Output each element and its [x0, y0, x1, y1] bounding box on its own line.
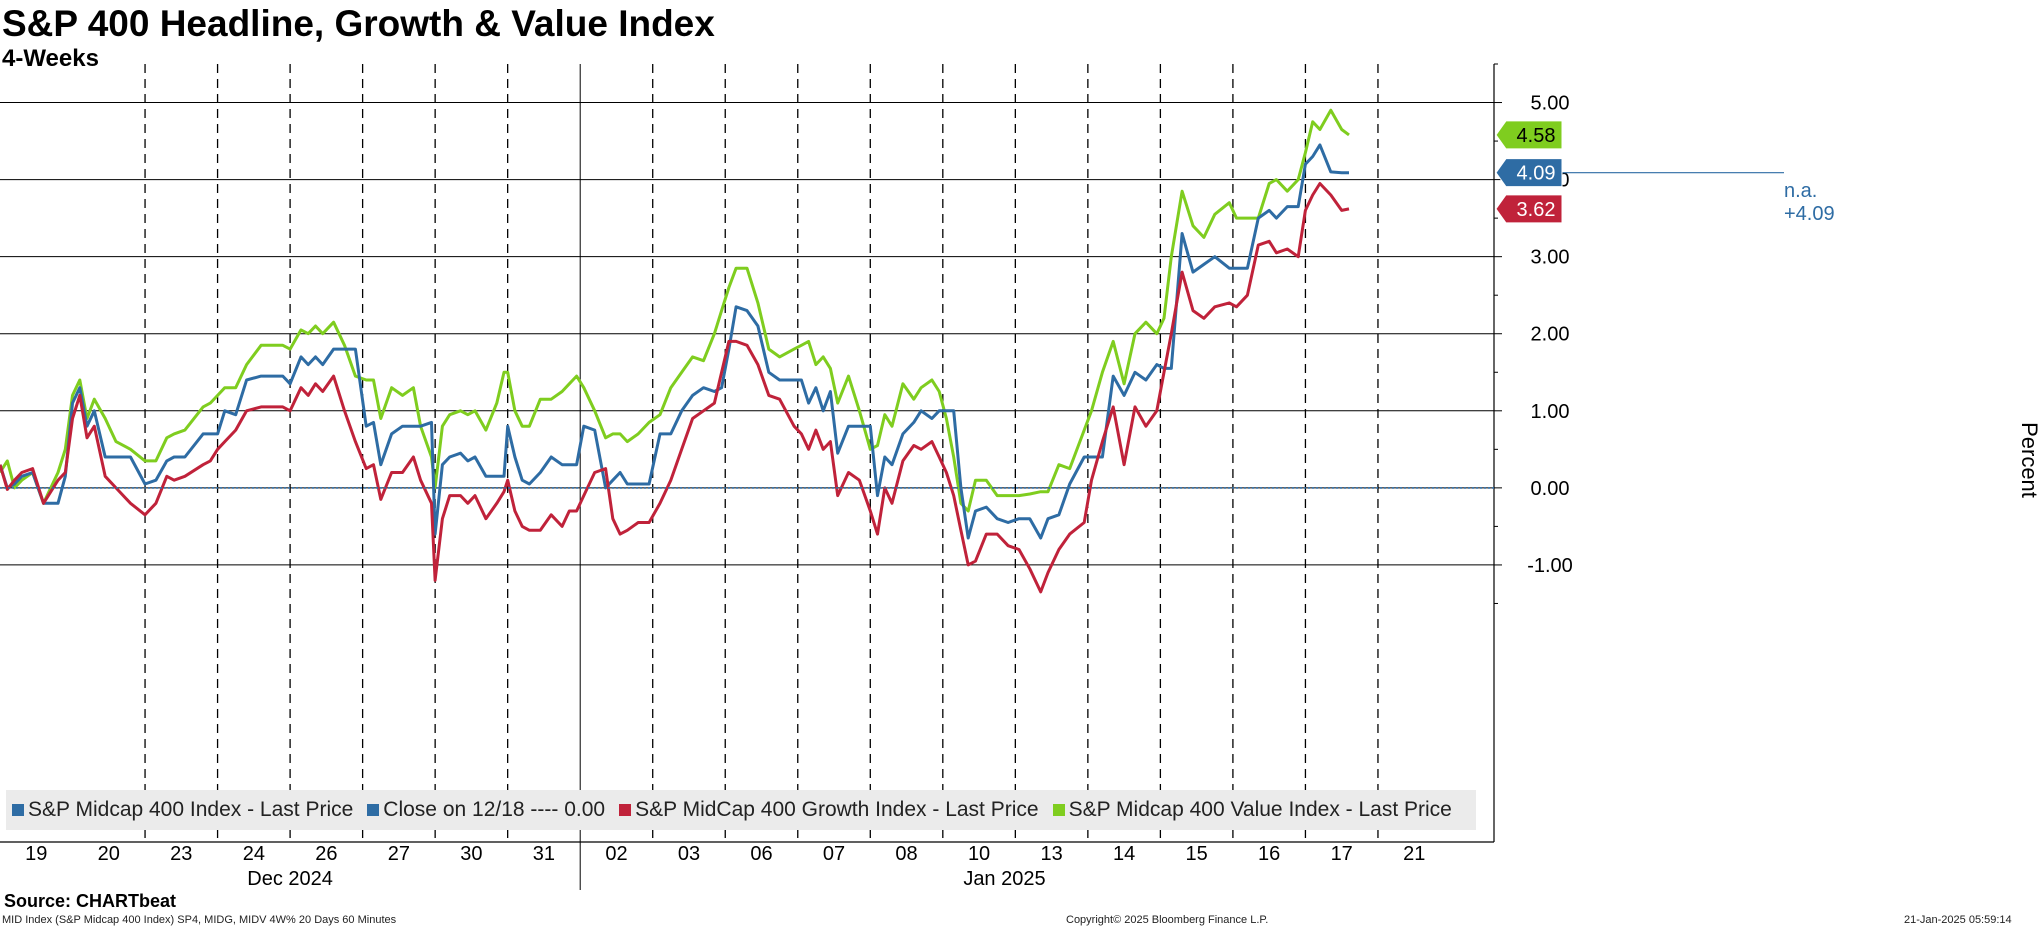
y-tick-label: 3.00 — [1531, 247, 1570, 269]
legend-swatch-close — [367, 804, 380, 816]
legend-item-growth[interactable]: S&P MidCap 400 Growth Index - Last Price — [619, 798, 1039, 822]
legend-label-headline: S&P Midcap 400 Index - Last Price — [28, 798, 354, 821]
x-tick-label: 02 — [605, 843, 627, 865]
annotation-value: +4.09 — [1784, 203, 1835, 225]
x-tick-label: 13 — [1040, 843, 1062, 865]
series-line-growth — [0, 182, 1350, 594]
footer-copyright: Copyright© 2025 Bloomberg Finance L.P. — [1066, 914, 1269, 926]
legend-item-headline[interactable]: S&P Midcap 400 Index - Last Price — [12, 798, 353, 822]
y-tick-label: -1.00 — [1527, 555, 1573, 577]
x-tick-label: 24 — [243, 843, 265, 865]
legend-item-value[interactable]: S&P Midcap 400 Value Index - Last Price — [1052, 798, 1452, 822]
last-value-tag-label: 4.09 — [1517, 163, 1556, 185]
x-tick-label: 17 — [1331, 843, 1353, 865]
y-tick-label: 0.00 — [1531, 478, 1570, 500]
legend-swatch-growth — [619, 804, 632, 816]
legend: S&P Midcap 400 Index - Last Price Close … — [6, 790, 1476, 830]
series-line-value — [0, 108, 1350, 513]
x-tick-label: 26 — [315, 843, 337, 865]
footer-timestamp: 21-Jan-2025 05:59:14 — [1904, 914, 2012, 926]
chart-title: S&P 400 Headline, Growth & Value Index — [2, 3, 715, 44]
last-value-tag-label: 4.58 — [1517, 125, 1556, 147]
x-tick-label: 15 — [1186, 843, 1208, 865]
x-tick-label: 19 — [25, 843, 47, 865]
y-tick-label: 2.00 — [1531, 324, 1570, 346]
x-tick-label: 08 — [895, 843, 917, 865]
x-tick-label: 31 — [533, 843, 555, 865]
x-tick-label: 10 — [968, 843, 990, 865]
y-tick-label: 5.00 — [1531, 93, 1570, 115]
x-tick-label: 16 — [1258, 843, 1280, 865]
legend-label-value: S&P Midcap 400 Value Index - Last Price — [1068, 798, 1452, 821]
legend-item-close[interactable]: Close on 12/18 ---- 0.00 — [367, 798, 605, 822]
x-tick-label: 07 — [823, 843, 845, 865]
last-value-tag-label: 3.62 — [1517, 199, 1556, 221]
x-tick-label: 23 — [170, 843, 192, 865]
last-value-tag — [1495, 194, 1563, 224]
x-month-label: Jan 2025 — [963, 868, 1045, 890]
x-tick-label: 06 — [750, 843, 772, 865]
series-line-headline — [0, 143, 1349, 540]
legend-label-growth: S&P MidCap 400 Growth Index - Last Price — [635, 798, 1039, 821]
x-tick-label: 03 — [678, 843, 700, 865]
x-month-label: Dec 2024 — [247, 868, 333, 890]
x-tick-label: 30 — [460, 843, 482, 865]
annotation-na: n.a. — [1784, 180, 1817, 202]
legend-swatch-value — [1052, 804, 1065, 816]
x-tick-label: 21 — [1403, 843, 1425, 865]
source-note: Source: CHARTbeat — [4, 891, 177, 911]
legend-swatch-headline — [12, 804, 24, 816]
y-axis-title: Percent — [2017, 422, 2041, 498]
footer-ticker-info: MID Index (S&P Midcap 400 Index) SP4, MI… — [2, 914, 397, 926]
y-tick-label: 1.00 — [1531, 401, 1570, 423]
last-value-tag — [1495, 158, 1563, 188]
last-value-tag — [1495, 120, 1563, 150]
legend-label-close: Close on 12/18 ---- 0.00 — [383, 798, 606, 821]
x-tick-label: 14 — [1113, 843, 1135, 865]
x-tick-label: 20 — [98, 843, 120, 865]
x-tick-label: 27 — [388, 843, 410, 865]
chart-subtitle: 4-Weeks — [2, 45, 99, 72]
